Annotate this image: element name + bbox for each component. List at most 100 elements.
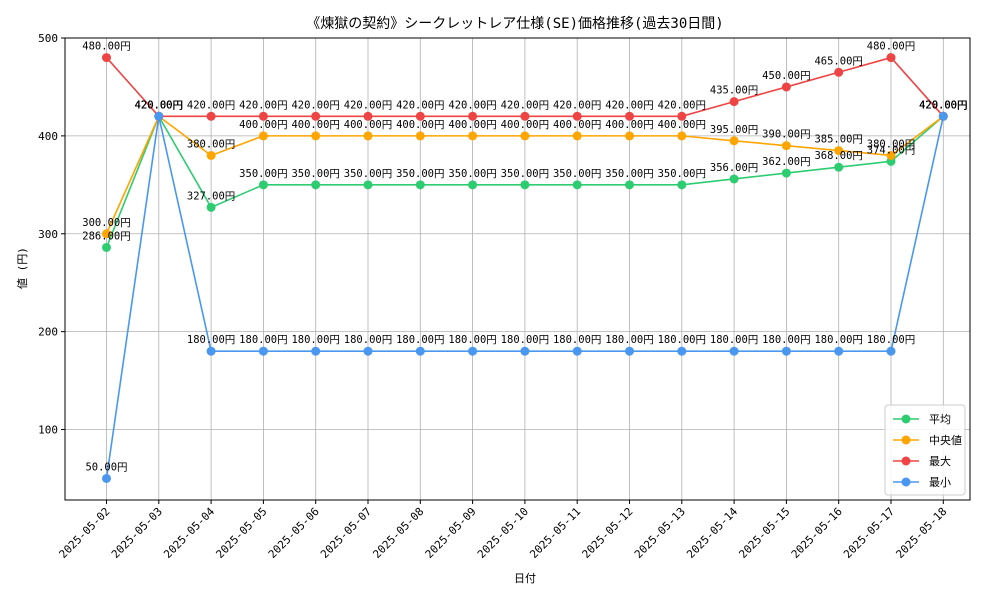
data-label: 400.00円 — [501, 119, 549, 131]
data-label: 420.00円 — [396, 99, 444, 111]
data-label: 450.00円 — [762, 70, 810, 82]
data-point — [206, 111, 216, 121]
x-tick-label: 2025-05-17 — [841, 505, 897, 561]
data-point — [258, 180, 268, 190]
data-point — [781, 346, 791, 356]
data-label: 420.00円 — [919, 99, 967, 111]
data-label: 400.00円 — [448, 119, 496, 131]
data-point — [311, 111, 321, 121]
data-label: 420.00円 — [135, 99, 183, 111]
x-tick-label: 2025-05-03 — [109, 505, 165, 561]
data-point — [154, 111, 164, 121]
data-point — [572, 346, 582, 356]
data-point — [781, 168, 791, 178]
data-point — [415, 131, 425, 141]
data-point — [572, 111, 582, 121]
x-tick-label: 2025-05-04 — [161, 505, 217, 561]
data-label: 420.00円 — [448, 99, 496, 111]
legend-marker — [901, 435, 911, 445]
data-point — [311, 131, 321, 141]
x-axis-title: 日付 — [514, 572, 536, 585]
data-label: 400.00円 — [658, 119, 706, 131]
data-point — [258, 346, 268, 356]
x-tick-label: 2025-05-12 — [580, 505, 636, 561]
data-point — [520, 180, 530, 190]
data-point — [363, 180, 373, 190]
y-axis-title: 値 (円) — [16, 247, 29, 289]
x-tick-label: 2025-05-07 — [318, 505, 374, 561]
x-tick-label: 2025-05-05 — [213, 505, 269, 561]
legend-label: 最大 — [929, 454, 951, 468]
data-label: 420.00円 — [344, 99, 392, 111]
data-label: 420.00円 — [291, 99, 339, 111]
x-tick-label: 2025-05-11 — [527, 505, 583, 561]
data-point — [677, 111, 687, 121]
data-point — [677, 131, 687, 141]
data-label: 480.00円 — [82, 41, 130, 53]
data-point — [415, 111, 425, 121]
series-lines — [102, 53, 948, 483]
data-point — [834, 67, 844, 77]
data-point — [206, 346, 216, 356]
legend-label: 平均 — [929, 413, 951, 426]
data-label: 380.00円 — [867, 138, 915, 150]
legend-marker — [901, 456, 911, 466]
data-label: 350.00円 — [291, 168, 339, 180]
plot-frame — [64, 37, 971, 501]
data-point — [102, 53, 111, 63]
x-tick-label: 2025-05-02 — [57, 505, 113, 561]
data-label: 350.00円 — [501, 168, 549, 180]
data-label: 180.00円 — [291, 334, 339, 346]
data-label: 400.00円 — [605, 119, 653, 131]
data-label: 180.00円 — [658, 334, 706, 346]
data-label: 400.00円 — [239, 119, 287, 131]
legend-box — [884, 404, 966, 496]
data-label: 420.00円 — [135, 99, 183, 111]
data-label: 400.00円 — [396, 119, 444, 131]
data-point — [834, 346, 844, 356]
data-point — [102, 242, 111, 252]
legend-label: 中央値 — [929, 434, 962, 447]
data-point — [363, 346, 373, 356]
y-tick-label: 300 — [38, 228, 58, 241]
data-label: 350.00円 — [344, 168, 392, 180]
data-point — [415, 346, 425, 356]
x-tick-label: 2025-05-06 — [266, 505, 322, 561]
data-label: 368.00円 — [814, 150, 862, 162]
data-label: 180.00円 — [814, 334, 862, 346]
data-point — [468, 111, 478, 121]
data-point — [363, 111, 373, 121]
data-label: 400.00円 — [291, 119, 339, 131]
x-tick-label: 2025-05-13 — [632, 505, 688, 561]
data-label: 480.00円 — [867, 41, 915, 53]
y-tick-label: 400 — [38, 130, 58, 143]
data-point — [729, 174, 739, 184]
data-point — [468, 180, 478, 190]
legend-marker — [901, 414, 911, 424]
data-point — [677, 180, 687, 190]
data-label: 180.00円 — [239, 334, 287, 346]
data-label: 420.00円 — [605, 99, 653, 111]
x-tick-label: 2025-05-10 — [475, 505, 531, 561]
data-point — [625, 180, 634, 190]
data-label: 180.00円 — [448, 334, 496, 346]
data-point — [625, 111, 634, 121]
data-label: 420.00円 — [919, 99, 967, 111]
data-point — [781, 141, 791, 151]
legend-marker — [901, 477, 911, 487]
data-label: 350.00円 — [396, 168, 444, 180]
y-tick-label: 500 — [38, 32, 58, 45]
data-point — [886, 346, 896, 356]
data-point — [520, 346, 530, 356]
legend-label: 最小 — [929, 476, 951, 489]
data-point — [625, 131, 634, 141]
data-label: 180.00円 — [344, 334, 392, 346]
data-point — [520, 131, 530, 141]
data-point — [311, 180, 321, 190]
data-label: 180.00円 — [762, 334, 810, 346]
x-tick-label: 2025-05-08 — [370, 505, 426, 561]
data-label: 385.00円 — [814, 134, 862, 146]
